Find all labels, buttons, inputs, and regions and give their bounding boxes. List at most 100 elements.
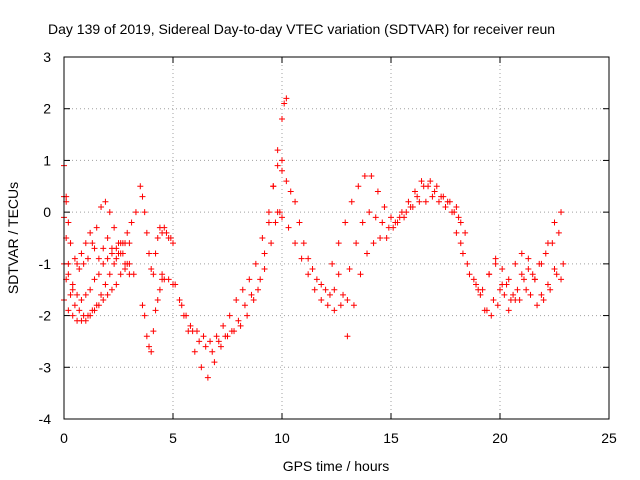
data-point: [204, 374, 211, 381]
data-point: [108, 286, 115, 293]
data-point: [80, 260, 87, 267]
data-point: [453, 229, 460, 236]
data-point: [492, 255, 499, 262]
data-point: [390, 224, 397, 231]
data-point: [425, 183, 432, 190]
data-point: [98, 291, 105, 298]
data-point: [427, 178, 434, 185]
data-point: [497, 286, 503, 293]
data-point: [115, 250, 122, 257]
data-point: [91, 245, 98, 252]
data-point: [237, 322, 244, 329]
data-point: [124, 229, 131, 236]
data-point: [167, 235, 174, 241]
data-point: [374, 188, 381, 195]
data-point: [165, 276, 172, 283]
data-point: [381, 203, 388, 210]
data-point: [311, 286, 318, 293]
data-point: [274, 147, 281, 154]
y-tick-label: 3: [43, 49, 51, 65]
data-point: [560, 260, 567, 267]
data-point: [331, 307, 338, 314]
data-point: [274, 162, 281, 169]
data-point: [300, 240, 307, 247]
data-point: [187, 322, 194, 329]
data-point: [100, 245, 107, 252]
data-point: [457, 219, 464, 226]
data-point: [422, 198, 429, 205]
data-point: [438, 193, 445, 200]
data-point: [146, 343, 153, 350]
data-point: [512, 260, 519, 267]
data-point: [178, 302, 185, 309]
data-point: [279, 157, 285, 164]
data-point: [551, 266, 558, 273]
data-point: [233, 297, 240, 304]
data-point: [383, 235, 390, 241]
data-point: [555, 229, 562, 236]
series-track-o: [344, 193, 469, 340]
data-point: [220, 322, 227, 329]
data-point: [318, 297, 325, 304]
data-point: [366, 209, 373, 216]
data-point: [126, 260, 133, 267]
data-point: [518, 271, 525, 278]
data-point: [348, 198, 355, 205]
data-point: [74, 291, 81, 298]
data-point: [84, 255, 91, 262]
data-point: [154, 235, 161, 241]
data-point: [414, 193, 421, 200]
data-point: [523, 286, 530, 293]
data-point: [534, 302, 541, 309]
data-point: [143, 333, 150, 340]
data-point: [98, 203, 105, 210]
series-track-f: [137, 183, 176, 278]
data-point: [326, 291, 333, 298]
data-point: [106, 209, 113, 216]
data-point: [202, 343, 209, 350]
data-point: [298, 255, 305, 262]
data-point: [405, 198, 412, 205]
data-point: [139, 302, 146, 309]
data-point: [292, 240, 299, 247]
data-point: [429, 193, 436, 200]
data-point: [113, 255, 120, 262]
data-point: [91, 276, 98, 283]
data-point: [501, 291, 508, 298]
data-point: [265, 219, 272, 226]
series-track-r: [475, 260, 567, 319]
series-track-j: [180, 157, 285, 345]
data-point: [453, 203, 460, 210]
data-point: [67, 240, 74, 247]
data-point: [549, 240, 556, 247]
data-point: [265, 209, 272, 216]
data-point: [457, 240, 464, 247]
data-point: [222, 333, 229, 340]
data-point: [191, 348, 198, 355]
data-point: [346, 266, 353, 273]
data-point: [355, 183, 362, 190]
y-axis-label: SDTVAR / TECUs: [5, 182, 21, 294]
data-point: [292, 198, 299, 205]
data-point: [78, 250, 85, 257]
data-point: [100, 297, 107, 304]
points-layer: [61, 95, 567, 381]
data-point: [100, 260, 107, 267]
data-point: [95, 302, 102, 309]
data-point: [499, 281, 506, 288]
data-point: [268, 240, 275, 247]
data-point: [344, 333, 351, 340]
data-point: [492, 260, 499, 267]
data-point: [403, 209, 410, 216]
data-point: [531, 276, 538, 283]
data-point: [481, 307, 488, 314]
y-tick-label: 0: [43, 204, 51, 220]
data-point: [252, 260, 259, 267]
data-point: [111, 260, 118, 267]
data-point: [486, 271, 493, 278]
data-point: [442, 203, 449, 210]
data-point: [248, 291, 255, 298]
data-point: [470, 276, 477, 283]
data-point: [152, 307, 159, 314]
